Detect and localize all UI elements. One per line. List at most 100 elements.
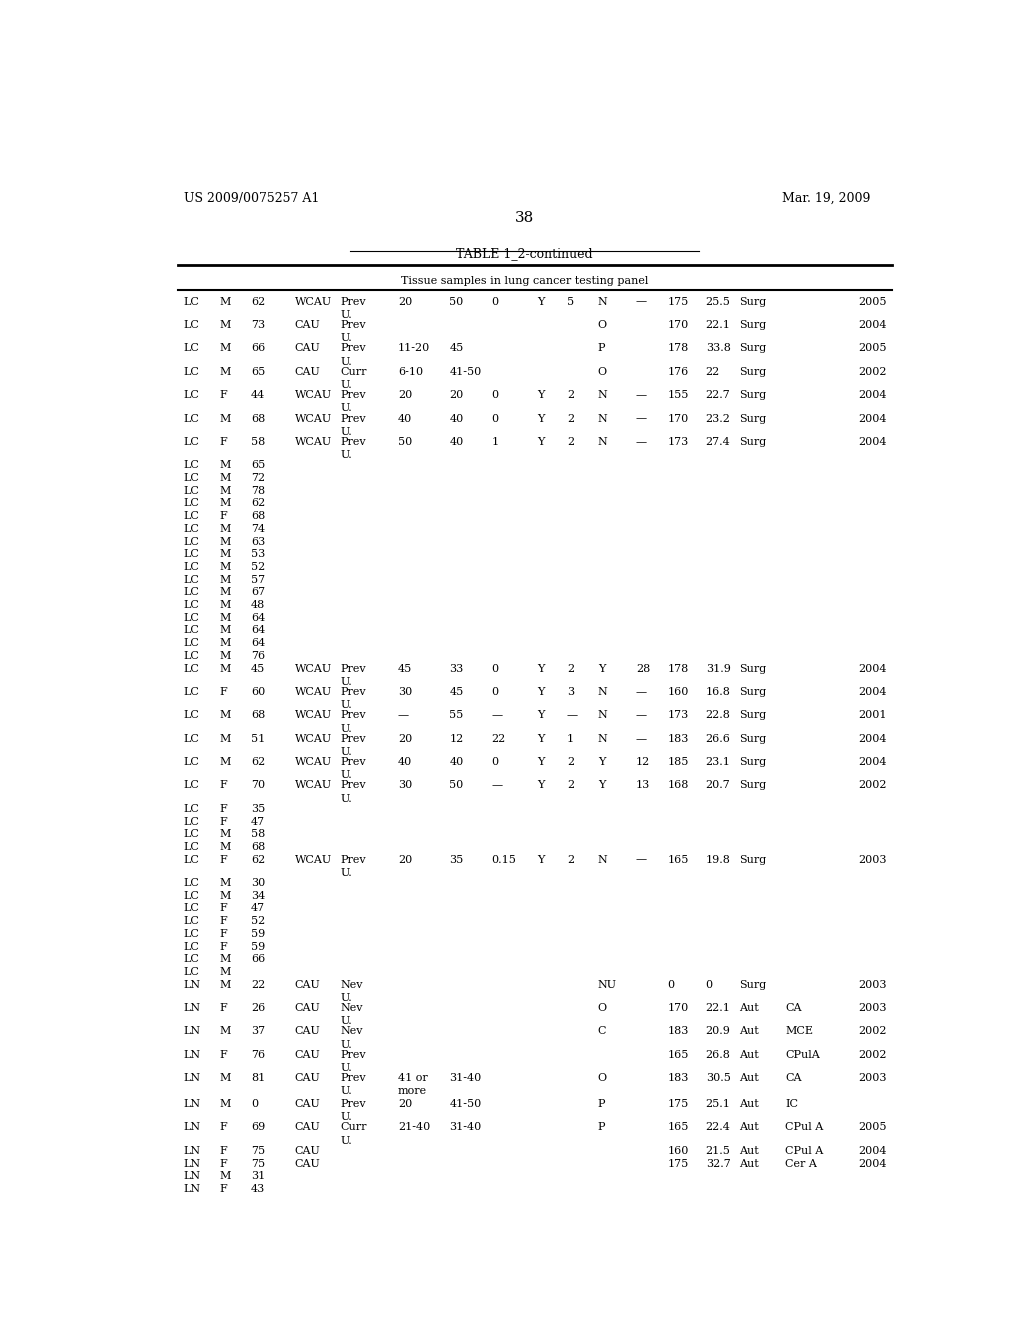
Text: U.: U. bbox=[341, 1016, 352, 1026]
Text: M: M bbox=[219, 638, 230, 648]
Text: 0.15: 0.15 bbox=[492, 854, 516, 865]
Text: 2003: 2003 bbox=[858, 1003, 887, 1012]
Text: 22.1: 22.1 bbox=[706, 1003, 730, 1012]
Text: more: more bbox=[397, 1086, 427, 1097]
Text: WCAU: WCAU bbox=[295, 710, 332, 721]
Text: 81: 81 bbox=[251, 1073, 265, 1084]
Text: LC: LC bbox=[183, 878, 200, 888]
Text: 0: 0 bbox=[492, 391, 499, 400]
Text: 2005: 2005 bbox=[858, 343, 887, 354]
Text: N: N bbox=[598, 437, 607, 447]
Text: WCAU: WCAU bbox=[295, 664, 332, 673]
Text: F: F bbox=[219, 1049, 227, 1060]
Text: —: — bbox=[492, 710, 503, 721]
Text: 32.7: 32.7 bbox=[706, 1159, 730, 1168]
Text: 45: 45 bbox=[397, 664, 412, 673]
Text: —: — bbox=[567, 710, 578, 721]
Text: Y: Y bbox=[537, 686, 544, 697]
Text: LC: LC bbox=[183, 367, 200, 376]
Text: Surg: Surg bbox=[739, 758, 766, 767]
Text: Surg: Surg bbox=[739, 734, 766, 743]
Text: 41-50: 41-50 bbox=[450, 1100, 481, 1109]
Text: P: P bbox=[598, 1100, 605, 1109]
Text: N: N bbox=[598, 854, 607, 865]
Text: 25.5: 25.5 bbox=[706, 297, 730, 306]
Text: WCAU: WCAU bbox=[295, 734, 332, 743]
Text: Surg: Surg bbox=[739, 854, 766, 865]
Text: M: M bbox=[219, 297, 230, 306]
Text: 25.1: 25.1 bbox=[706, 1100, 730, 1109]
Text: LC: LC bbox=[183, 638, 200, 648]
Text: LC: LC bbox=[183, 903, 200, 913]
Text: CA: CA bbox=[785, 1003, 802, 1012]
Text: F: F bbox=[219, 1003, 227, 1012]
Text: Y: Y bbox=[537, 297, 544, 306]
Text: LN: LN bbox=[183, 1171, 201, 1181]
Text: 20: 20 bbox=[397, 734, 412, 743]
Text: LC: LC bbox=[183, 710, 200, 721]
Text: LC: LC bbox=[183, 968, 200, 977]
Text: LN: LN bbox=[183, 1122, 201, 1133]
Text: 2005: 2005 bbox=[858, 1122, 887, 1133]
Text: 34: 34 bbox=[251, 891, 265, 900]
Text: Prev: Prev bbox=[341, 297, 367, 306]
Text: Prev: Prev bbox=[341, 1073, 367, 1084]
Text: M: M bbox=[219, 536, 230, 546]
Text: CAU: CAU bbox=[295, 367, 321, 376]
Text: U.: U. bbox=[341, 1086, 352, 1097]
Text: Curr: Curr bbox=[341, 367, 368, 376]
Text: LC: LC bbox=[183, 486, 200, 496]
Text: 62: 62 bbox=[251, 297, 265, 306]
Text: N: N bbox=[598, 391, 607, 400]
Text: LC: LC bbox=[183, 319, 200, 330]
Text: N: N bbox=[598, 734, 607, 743]
Text: 173: 173 bbox=[668, 710, 689, 721]
Text: 2002: 2002 bbox=[858, 1027, 887, 1036]
Text: 16.8: 16.8 bbox=[706, 686, 730, 697]
Text: 6-10: 6-10 bbox=[397, 367, 423, 376]
Text: WCAU: WCAU bbox=[295, 854, 332, 865]
Text: 0: 0 bbox=[668, 979, 675, 990]
Text: 2002: 2002 bbox=[858, 1049, 887, 1060]
Text: 41 or: 41 or bbox=[397, 1073, 428, 1084]
Text: 2: 2 bbox=[567, 413, 574, 424]
Text: F: F bbox=[219, 817, 227, 826]
Text: 69: 69 bbox=[251, 1122, 265, 1133]
Text: 22.7: 22.7 bbox=[706, 391, 730, 400]
Text: F: F bbox=[219, 391, 227, 400]
Text: LN: LN bbox=[183, 1146, 201, 1156]
Text: 0: 0 bbox=[492, 664, 499, 673]
Text: M: M bbox=[219, 343, 230, 354]
Text: 30: 30 bbox=[397, 686, 412, 697]
Text: Prev: Prev bbox=[341, 319, 367, 330]
Text: 2003: 2003 bbox=[858, 854, 887, 865]
Text: LC: LC bbox=[183, 562, 200, 572]
Text: MCE: MCE bbox=[785, 1027, 813, 1036]
Text: Prev: Prev bbox=[341, 343, 367, 354]
Text: M: M bbox=[219, 891, 230, 900]
Text: LC: LC bbox=[183, 651, 200, 661]
Text: N: N bbox=[598, 710, 607, 721]
Text: C: C bbox=[598, 1027, 606, 1036]
Text: LN: LN bbox=[183, 1003, 201, 1012]
Text: 33.8: 33.8 bbox=[706, 343, 730, 354]
Text: M: M bbox=[219, 612, 230, 623]
Text: 62: 62 bbox=[251, 758, 265, 767]
Text: 65: 65 bbox=[251, 461, 265, 470]
Text: 20: 20 bbox=[397, 391, 412, 400]
Text: LN: LN bbox=[183, 1100, 201, 1109]
Text: 20: 20 bbox=[397, 1100, 412, 1109]
Text: —: — bbox=[636, 297, 647, 306]
Text: Y: Y bbox=[537, 854, 544, 865]
Text: U.: U. bbox=[341, 867, 352, 878]
Text: LC: LC bbox=[183, 780, 200, 791]
Text: Tissue samples in lung cancer testing panel: Tissue samples in lung cancer testing pa… bbox=[401, 276, 648, 286]
Text: 2004: 2004 bbox=[858, 1146, 887, 1156]
Text: 13: 13 bbox=[636, 780, 650, 791]
Text: M: M bbox=[219, 664, 230, 673]
Text: LN: LN bbox=[183, 1159, 201, 1168]
Text: 173: 173 bbox=[668, 437, 689, 447]
Text: U.: U. bbox=[341, 723, 352, 734]
Text: 45: 45 bbox=[450, 686, 464, 697]
Text: 45: 45 bbox=[450, 343, 464, 354]
